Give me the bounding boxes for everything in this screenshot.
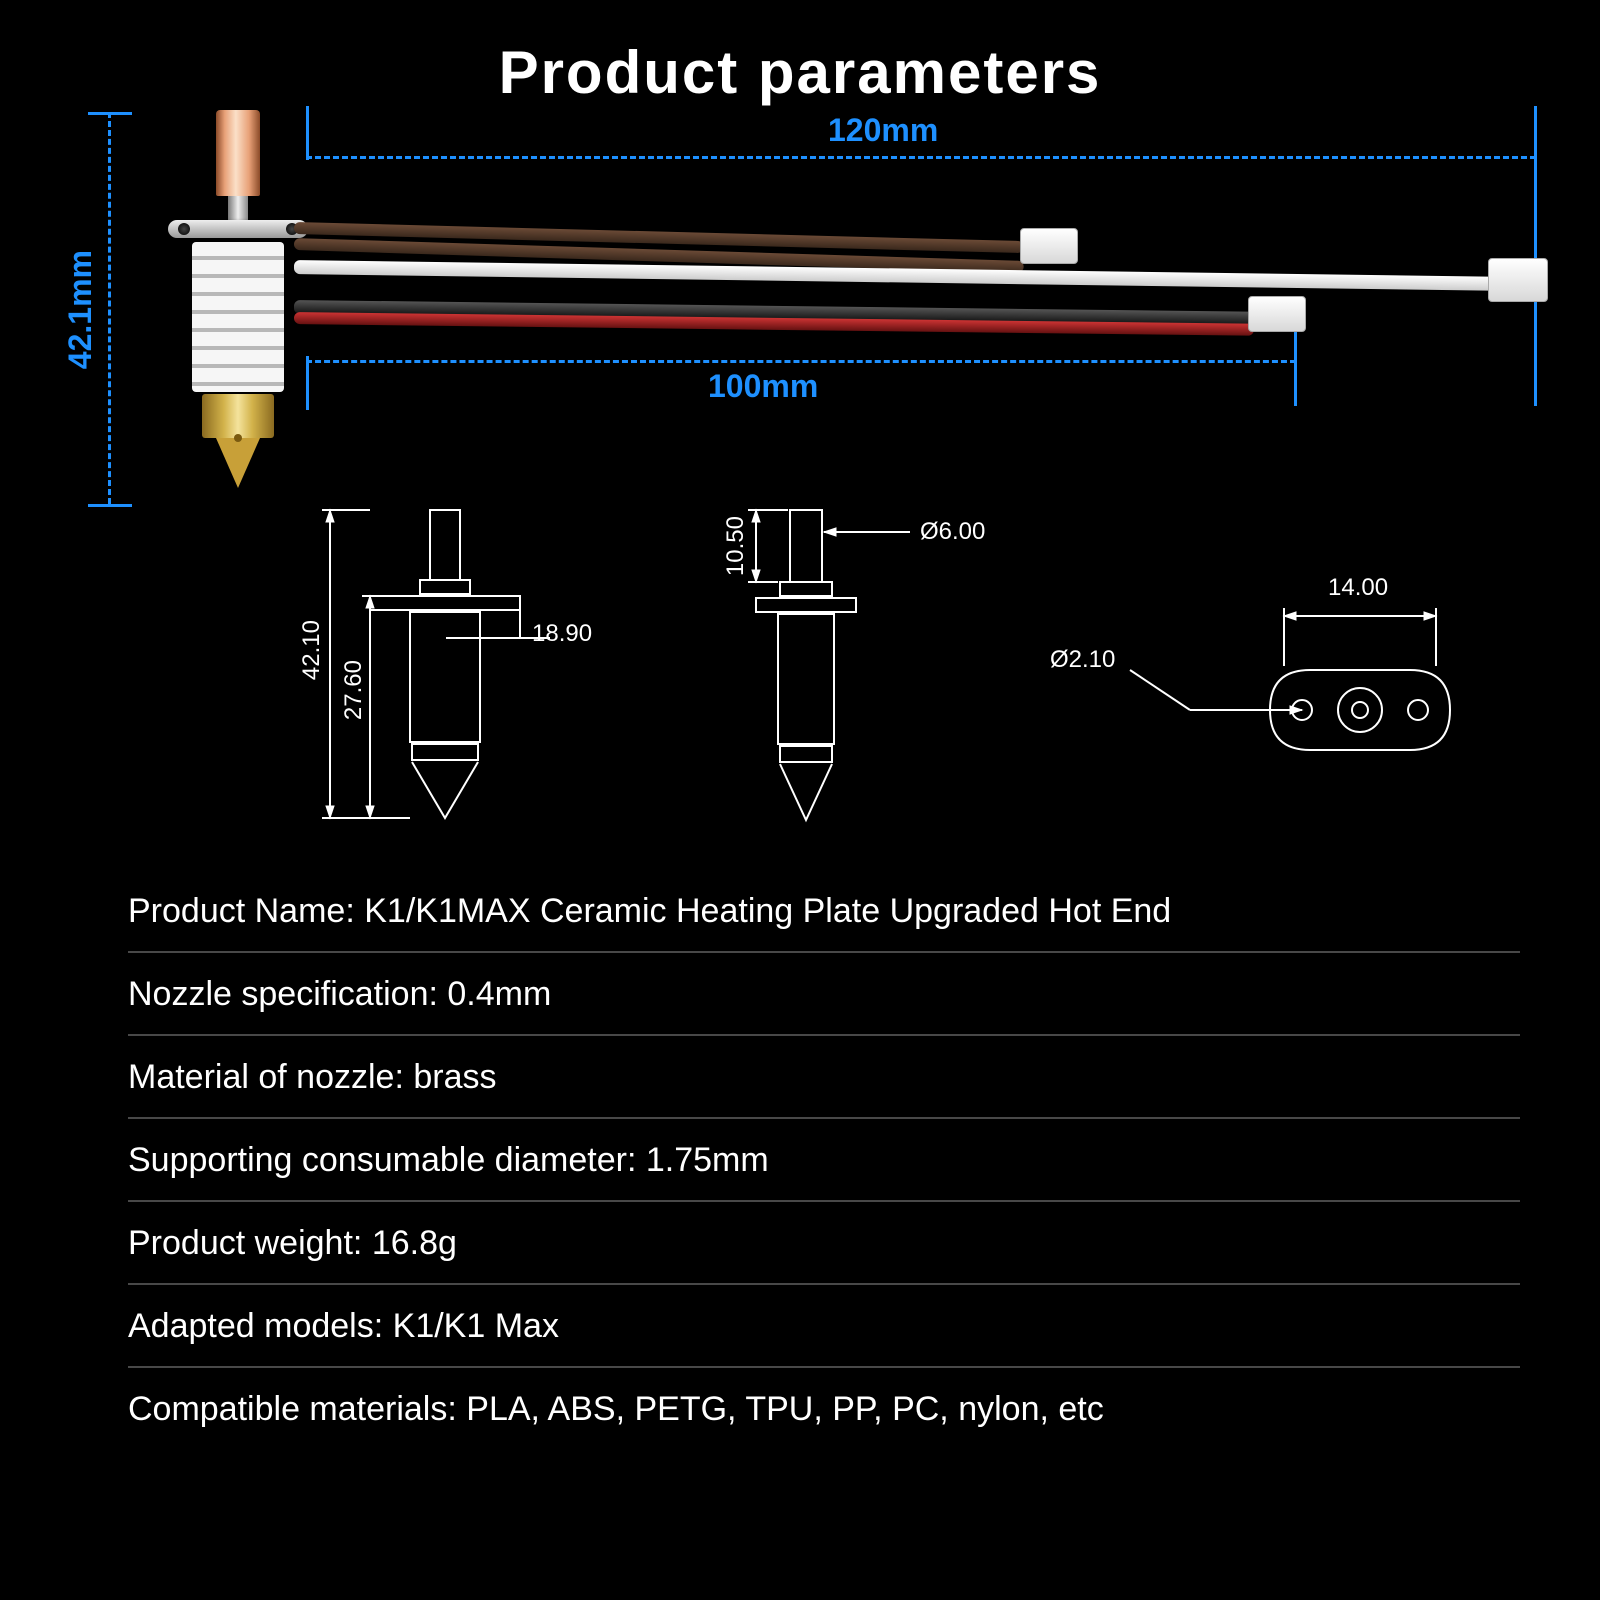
spec-row: Adapted models: K1/K1 Max — [128, 1285, 1520, 1368]
spec-val: PLA, ABS, PETG, TPU, PP, PC, nylon, etc — [466, 1390, 1103, 1428]
spec-table: Product Name: K1/K1MAX Ceramic Heating P… — [128, 870, 1520, 1449]
spec-row: Product Name: K1/K1MAX Ceramic Heating P… — [128, 870, 1520, 953]
drawing-flange-top — [1070, 600, 1490, 800]
spec-key: Product weight — [128, 1224, 353, 1262]
nozzle-icon — [216, 438, 260, 488]
spec-key: Material of nozzle — [128, 1058, 394, 1096]
spec-row: Material of nozzle: brass — [128, 1036, 1520, 1119]
hero-diagram: 42.1mm 120mm 100mm — [88, 110, 1544, 514]
mount-flange — [168, 220, 308, 238]
spec-key: Compatible materials — [128, 1390, 447, 1428]
heatsink — [192, 242, 284, 392]
page-title: Product parameters — [0, 0, 1600, 107]
heat-block — [202, 394, 274, 438]
spec-val: 16.8g — [372, 1224, 457, 1262]
dim-42-10: 42.10 — [298, 620, 326, 680]
spec-val: K1/K1MAX Ceramic Heating Plate Upgraded … — [364, 892, 1171, 930]
spec-row: Product weight: 16.8g — [128, 1202, 1520, 1285]
spec-key: Supporting consumable diameter — [128, 1141, 627, 1179]
dim-27-60: 27.60 — [340, 660, 368, 720]
engineering-drawings: 42.10 27.60 18.90 10.50 Ø6.00 — [260, 500, 1480, 850]
spec-key: Product Name — [128, 892, 345, 930]
spec-row: Compatible materials: PLA, ABS, PETG, TP… — [128, 1368, 1520, 1449]
spec-key: Adapted models — [128, 1307, 374, 1345]
dim-d6: Ø6.00 — [920, 518, 985, 546]
spec-row: Nozzle specification: 0.4mm — [128, 953, 1520, 1036]
spec-key: Nozzle specification — [128, 975, 428, 1013]
spec-val: brass — [413, 1058, 496, 1096]
dim-14-00: 14.00 — [1328, 574, 1388, 602]
spec-val: 0.4mm — [447, 975, 551, 1013]
drawing-side — [660, 500, 960, 850]
connector-large — [1488, 258, 1548, 302]
dim-10-50: 10.50 — [722, 516, 750, 576]
dim-height: 42.1mm — [62, 250, 99, 369]
dim-d2-10: Ø2.10 — [1050, 646, 1115, 674]
spec-val: 1.75mm — [646, 1141, 769, 1179]
copper-sleeve — [216, 110, 260, 196]
hotend-assembly — [178, 110, 298, 510]
dim-length-inner: 100mm — [708, 368, 818, 405]
connector-mid — [1248, 296, 1306, 332]
spec-row: Supporting consumable diameter: 1.75mm — [128, 1119, 1520, 1202]
connector-small — [1020, 228, 1078, 264]
dim-length-total: 120mm — [828, 112, 938, 149]
heat-break — [228, 196, 248, 222]
dim-18-90: 18.90 — [532, 620, 592, 648]
spec-val: K1/K1 Max — [393, 1307, 559, 1345]
